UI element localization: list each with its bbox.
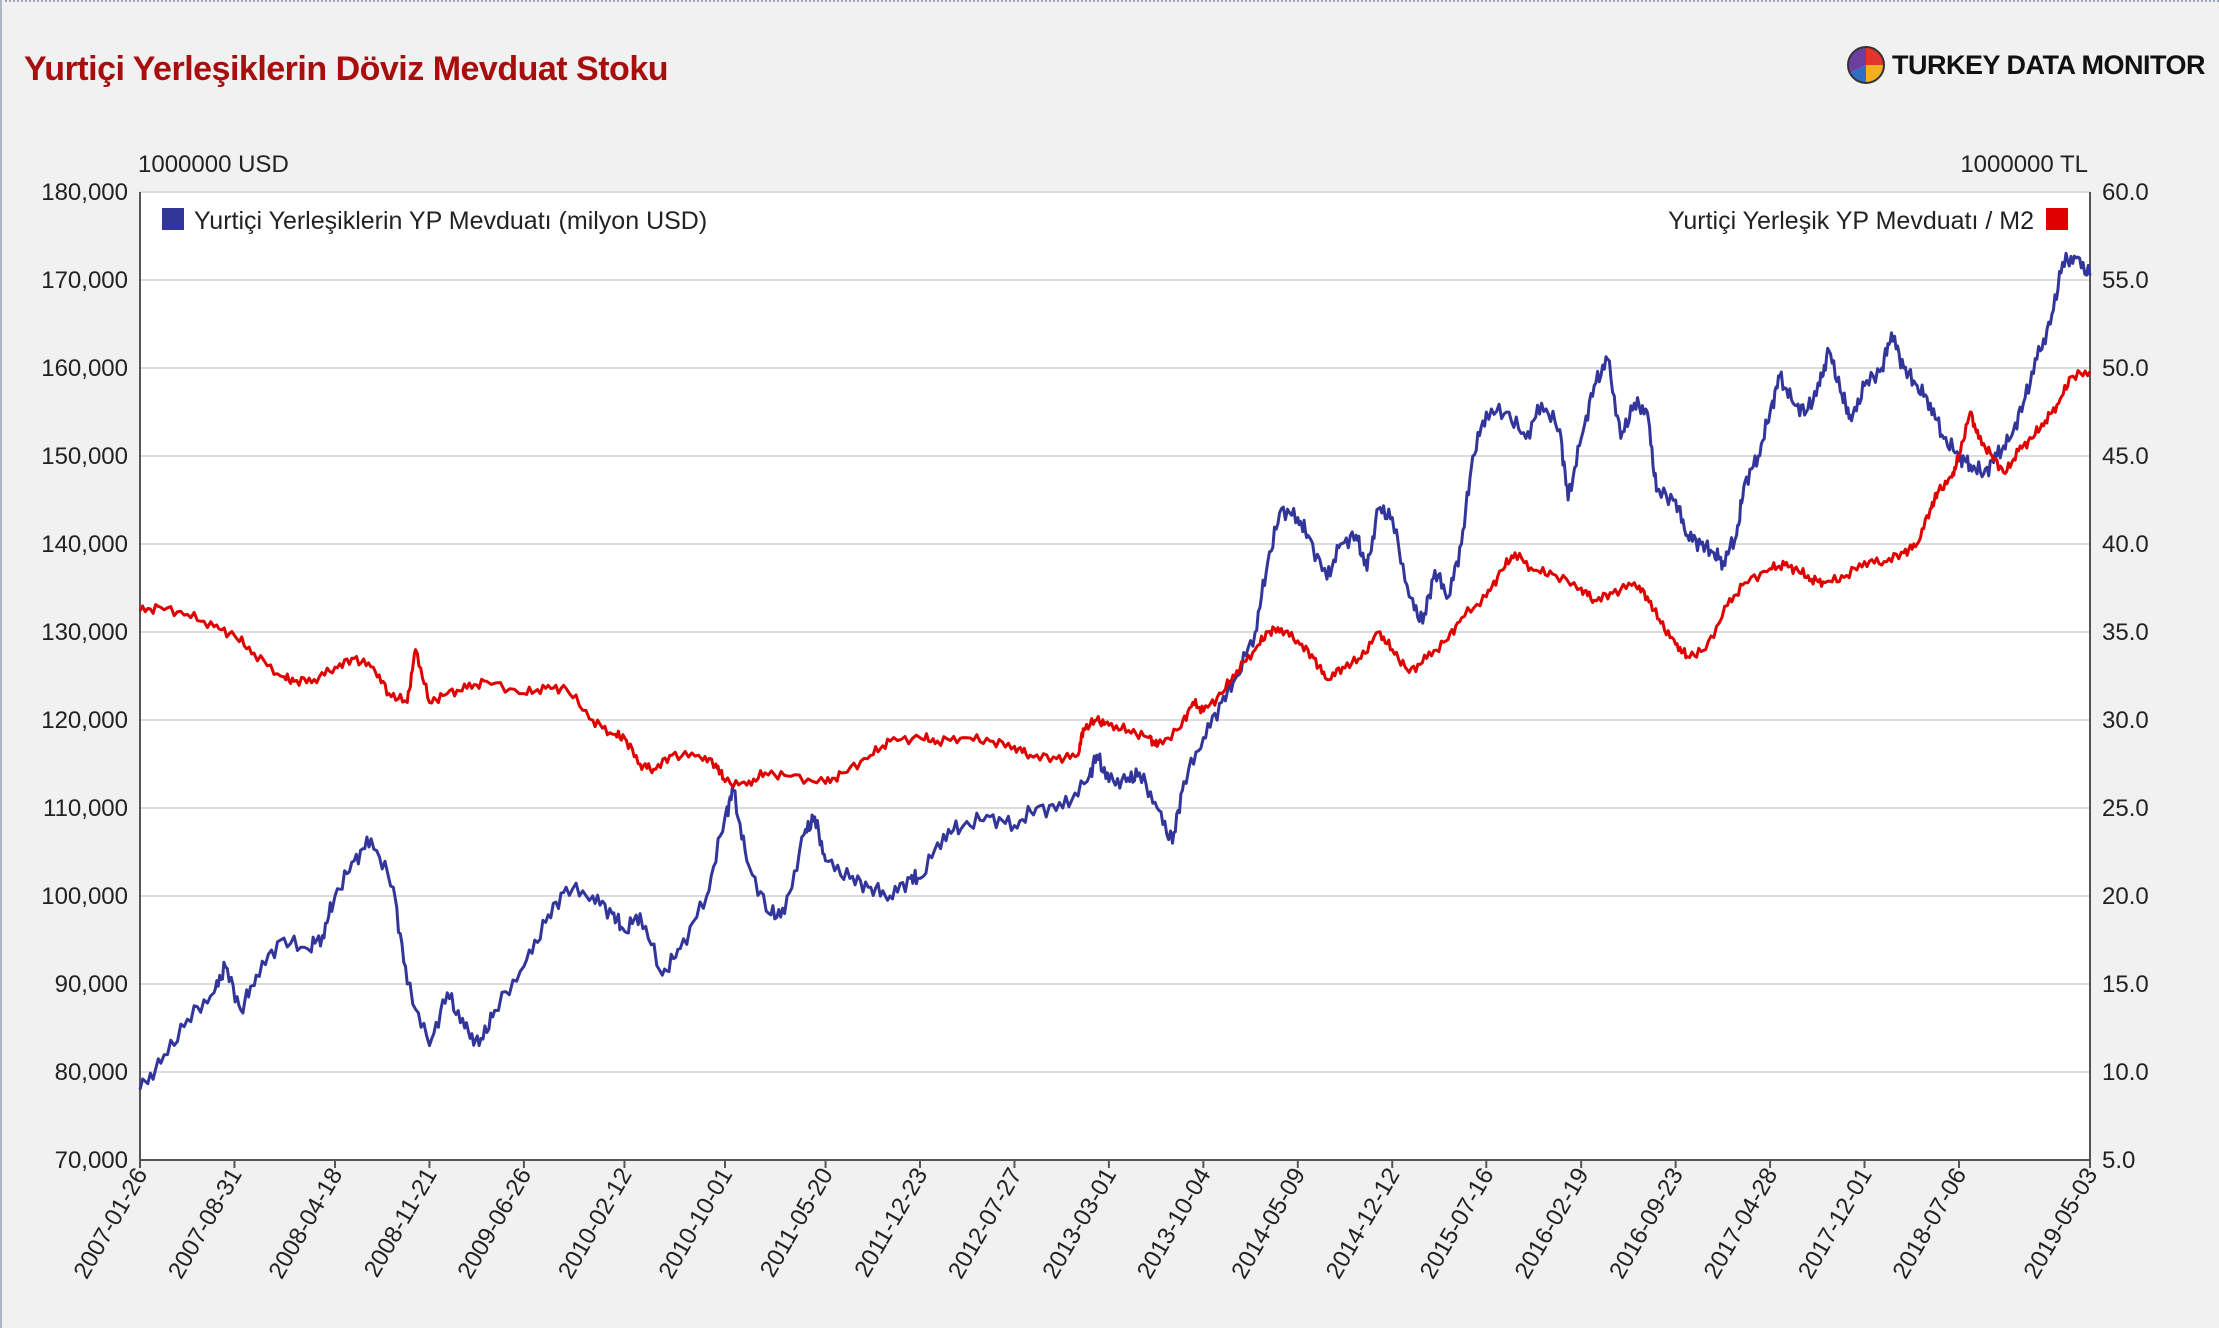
right-tick-label: 5.0 [2102, 1147, 2135, 1174]
x-tick-label: 2017-12-01 [1793, 1164, 1878, 1284]
top-border [0, 0, 2219, 3]
left-tick-label: 180,000 [41, 179, 128, 206]
brand-name: TURKEY DATA MONITOR [1892, 49, 2206, 80]
grid-lines [140, 191, 2090, 1073]
x-axis-ticks: 2007-01-26 2007-08-31 2008-04-18 2008-11-21… [68, 1160, 2103, 1283]
x-tick-label: 2007-08-31 [163, 1164, 248, 1284]
legend-label-red: Yurtiçi Yerleşik YP Mevduatı / M2 [1668, 207, 2034, 235]
left-tick-label: 110,000 [43, 795, 128, 822]
legend: Yurtiçi Yerleşiklerin YP Mevduatı (milyo… [162, 207, 2068, 235]
x-tick-label: 2016-09-23 [1604, 1164, 1689, 1284]
left-axis-ticks: 70,000 80,000 90,000 100,000 110,000 120,000 1… [41, 179, 128, 1174]
series-lines [138, 251, 2092, 1090]
right-tick-label: 10.0 [2102, 1059, 2149, 1086]
x-tick-label: 2014-12-12 [1321, 1164, 1406, 1284]
left-tick-label: 140,000 [41, 531, 128, 558]
x-tick-label: 2014-05-09 [1226, 1164, 1311, 1284]
left-tick-label: 170,000 [41, 267, 128, 294]
x-tick-label: 2011-05-20 [755, 1164, 839, 1282]
series-line-blue [138, 251, 2092, 1090]
x-tick-label: 2012-07-27 [943, 1164, 1028, 1284]
x-tick-label: 2013-03-01 [1037, 1164, 1122, 1284]
right-tick-label: 55.0 [2102, 267, 2149, 294]
x-tick-label: 2016-02-19 [1510, 1164, 1595, 1284]
x-tick-label: 2009-06-26 [452, 1164, 537, 1284]
x-tick-label: 2018-07-06 [1887, 1164, 1972, 1284]
left-tick-label: 120,000 [41, 707, 128, 734]
right-tick-label: 60.0 [2102, 179, 2149, 206]
left-border [0, 0, 3, 1328]
series-line-red [138, 369, 2092, 789]
x-tick-label: 2017-04-28 [1699, 1164, 1784, 1284]
right-tick-label: 25.0 [2102, 795, 2149, 822]
left-tick-label: 150,000 [41, 443, 128, 470]
pie-logo-icon [1847, 46, 1885, 84]
left-tick-label: 80,000 [55, 1059, 128, 1086]
x-tick-label: 2011-12-23 [849, 1164, 933, 1282]
right-tick-label: 35.0 [2102, 619, 2149, 646]
x-tick-label: 2013-10-04 [1132, 1164, 1217, 1284]
left-tick-label: 100,000 [41, 883, 128, 910]
legend-swatch-blue [162, 208, 184, 230]
left-tick-label: 90,000 [55, 971, 128, 998]
right-tick-label: 30.0 [2102, 707, 2149, 734]
brand-logo: TURKEY DATA MONITOR [1846, 44, 2206, 86]
left-tick-label: 160,000 [41, 355, 128, 382]
right-tick-label: 20.0 [2102, 883, 2149, 910]
left-tick-label: 130,000 [41, 619, 128, 646]
right-tick-label: 15.0 [2102, 971, 2149, 998]
x-tick-label: 2010-10-01 [653, 1164, 738, 1284]
left-tick-label: 70,000 [55, 1147, 128, 1174]
right-axis-ticks: 5.0 10.0 15.0 20.0 25.0 30.0 35.0 40.0 45.0 50.0 5… [2102, 179, 2149, 1174]
x-tick-label: 2008-11-21 [359, 1164, 443, 1282]
legend-label-blue: Yurtiçi Yerleşiklerin YP Mevduatı (milyo… [194, 207, 707, 235]
left-axis-unit: 1000000 USD [138, 151, 289, 178]
axes [139, 192, 2091, 1161]
x-tick-label: 2019-05-03 [2018, 1164, 2103, 1284]
legend-swatch-red [2046, 208, 2068, 230]
x-tick-label: 2007-01-26 [68, 1164, 153, 1284]
right-tick-label: 40.0 [2102, 531, 2149, 558]
plot-background [140, 192, 2090, 1160]
right-tick-label: 50.0 [2102, 355, 2149, 382]
x-tick-label: 2010-02-12 [553, 1164, 638, 1284]
right-axis-unit: 1000000 TL [1960, 151, 2088, 178]
x-tick-label: 2015-07-16 [1415, 1164, 1500, 1284]
right-tick-label: 45.0 [2102, 443, 2149, 470]
x-tick-label: 2008-04-18 [263, 1164, 348, 1284]
chart-title: Yurtiçi Yerleşiklerin Döviz Mevduat Stok… [24, 50, 669, 88]
